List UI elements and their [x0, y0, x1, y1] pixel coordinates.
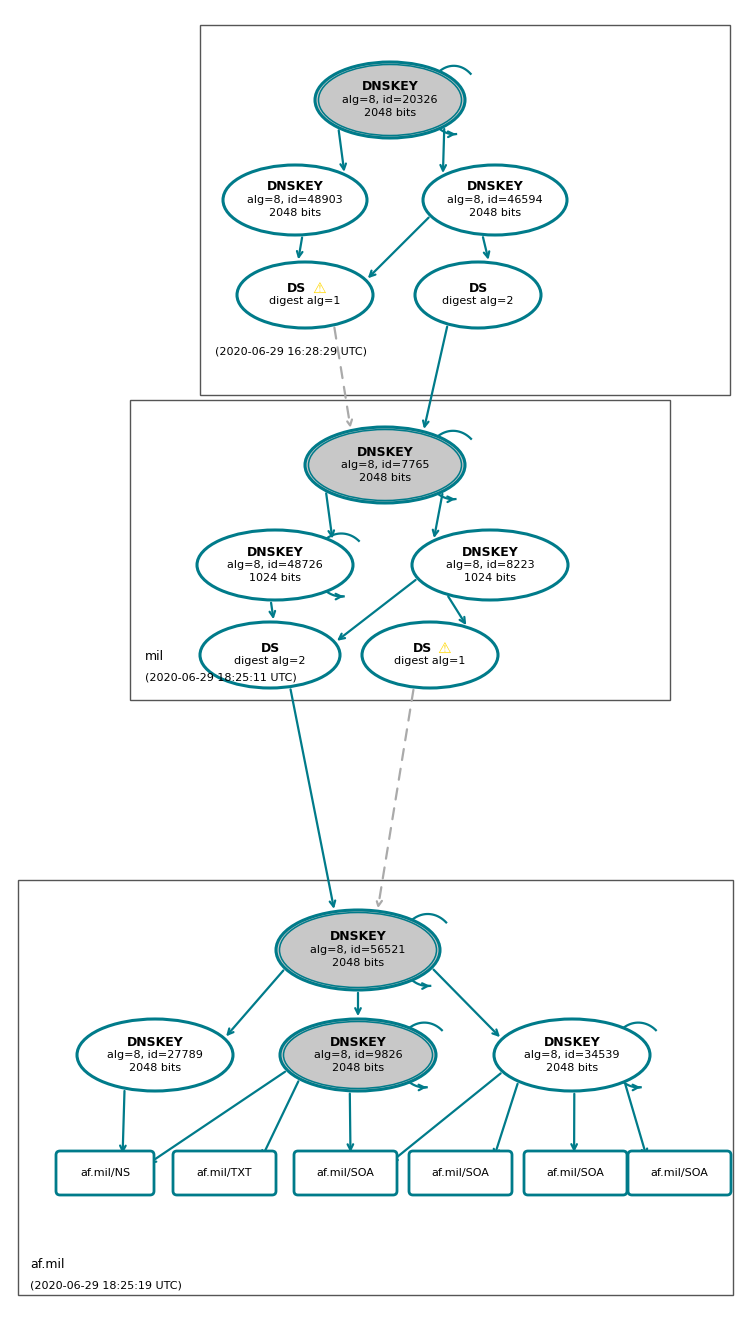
Text: af.mil/SOA: af.mil/SOA	[432, 1168, 490, 1177]
Bar	[18, 880, 733, 1295]
FancyBboxPatch shape	[173, 1151, 276, 1195]
Text: alg=8, id=46594: alg=8, id=46594	[447, 195, 543, 205]
Text: alg=8, id=20326: alg=8, id=20326	[342, 95, 438, 106]
Text: digest alg=1: digest alg=1	[394, 656, 466, 667]
FancyBboxPatch shape	[628, 1151, 731, 1195]
Text: alg=8, id=56521: alg=8, id=56521	[310, 945, 406, 954]
Ellipse shape	[276, 909, 440, 990]
Text: DNSKEY: DNSKEY	[267, 181, 324, 194]
FancyBboxPatch shape	[524, 1151, 627, 1195]
Text: af.mil/NS: af.mil/NS	[80, 1168, 130, 1177]
Text: ⚠: ⚠	[437, 642, 451, 656]
Text: mil: mil	[145, 649, 164, 663]
FancyBboxPatch shape	[56, 1151, 154, 1195]
Text: digest alg=1: digest alg=1	[270, 297, 341, 306]
Text: af.mil/SOA: af.mil/SOA	[547, 1168, 605, 1177]
Text: alg=8, id=48726: alg=8, id=48726	[227, 560, 323, 570]
Ellipse shape	[280, 1019, 436, 1092]
Text: DNSKEY: DNSKEY	[127, 1035, 183, 1048]
Text: digest alg=2: digest alg=2	[442, 297, 514, 306]
Text: DNSKEY: DNSKEY	[330, 931, 386, 944]
Text: DS: DS	[261, 642, 279, 655]
Ellipse shape	[200, 622, 340, 688]
Bar	[130, 400, 670, 700]
Text: digest alg=2: digest alg=2	[234, 656, 306, 667]
Text: alg=8, id=8223: alg=8, id=8223	[445, 560, 534, 570]
Text: DS: DS	[288, 282, 306, 294]
Text: DNSKEY: DNSKEY	[330, 1035, 386, 1048]
Ellipse shape	[362, 622, 498, 688]
Text: DNSKEY: DNSKEY	[362, 81, 418, 94]
Text: 2048 bits: 2048 bits	[129, 1063, 181, 1073]
Text: (2020-06-29 16:28:29 UTC): (2020-06-29 16:28:29 UTC)	[215, 347, 367, 356]
Ellipse shape	[305, 426, 465, 503]
Text: af.mil: af.mil	[30, 1258, 65, 1271]
Text: alg=8, id=27789: alg=8, id=27789	[107, 1049, 203, 1060]
Text: 2048 bits: 2048 bits	[469, 209, 521, 218]
Text: 2048 bits: 2048 bits	[332, 958, 384, 968]
Text: ⚠: ⚠	[312, 281, 326, 296]
Text: af.mil/SOA: af.mil/SOA	[650, 1168, 708, 1177]
Ellipse shape	[415, 261, 541, 327]
Ellipse shape	[423, 165, 567, 235]
Text: DNSKEY: DNSKEY	[462, 545, 518, 558]
Text: (2020-06-29 18:25:11 UTC): (2020-06-29 18:25:11 UTC)	[145, 672, 297, 682]
Text: 2048 bits: 2048 bits	[364, 108, 416, 117]
Text: af.mil/TXT: af.mil/TXT	[197, 1168, 252, 1177]
Text: af.mil/SOA: af.mil/SOA	[317, 1168, 375, 1177]
Ellipse shape	[197, 531, 353, 601]
Text: 2048 bits: 2048 bits	[546, 1063, 598, 1073]
Text: 1024 bits: 1024 bits	[249, 573, 301, 583]
FancyBboxPatch shape	[294, 1151, 397, 1195]
Text: 2048 bits: 2048 bits	[332, 1063, 384, 1073]
Text: 2048 bits: 2048 bits	[269, 209, 321, 218]
Text: DS: DS	[469, 282, 487, 294]
Text: DS: DS	[412, 642, 432, 655]
Text: alg=8, id=34539: alg=8, id=34539	[524, 1049, 620, 1060]
Text: DNSKEY: DNSKEY	[544, 1035, 600, 1048]
Text: alg=8, id=9826: alg=8, id=9826	[314, 1049, 403, 1060]
Text: alg=8, id=48903: alg=8, id=48903	[247, 195, 342, 205]
Text: alg=8, id=7765: alg=8, id=7765	[341, 459, 430, 470]
Ellipse shape	[223, 165, 367, 235]
Bar	[200, 25, 730, 395]
Text: DNSKEY: DNSKEY	[357, 446, 413, 458]
Text: (2020-06-29 18:25:19 UTC): (2020-06-29 18:25:19 UTC)	[30, 1280, 182, 1290]
Ellipse shape	[315, 62, 465, 139]
Ellipse shape	[412, 531, 568, 601]
Ellipse shape	[237, 261, 373, 327]
Text: 2048 bits: 2048 bits	[359, 473, 411, 483]
Text: DNSKEY: DNSKEY	[466, 181, 523, 194]
Text: 1024 bits: 1024 bits	[464, 573, 516, 583]
Ellipse shape	[494, 1019, 650, 1092]
Ellipse shape	[77, 1019, 233, 1092]
FancyBboxPatch shape	[409, 1151, 512, 1195]
Text: DNSKEY: DNSKEY	[246, 545, 303, 558]
